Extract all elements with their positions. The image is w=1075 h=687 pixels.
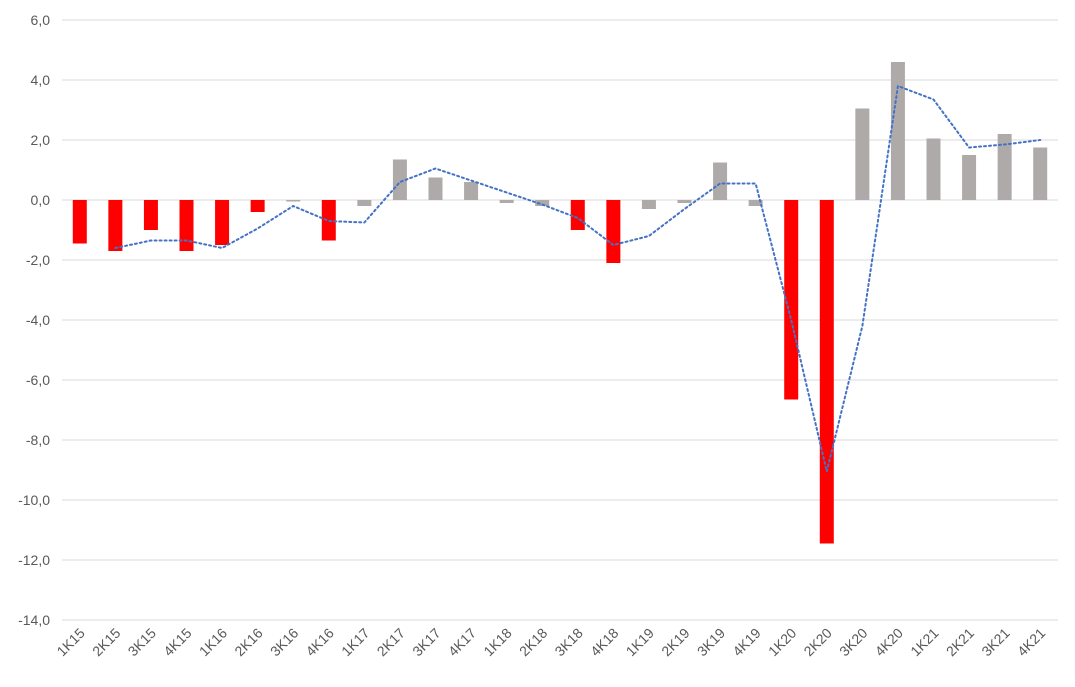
bar: [784, 200, 799, 400]
x-axis-tick-labels: 1K15 2K15 3K15 4K15 1K16 2K16 3K16 4K16 1K17 2K17…: [53, 625, 1048, 660]
bar: [464, 182, 479, 200]
x-tick-label: 1K21: [907, 625, 942, 660]
bar: [748, 200, 763, 206]
x-tick-label: 1K20: [765, 625, 800, 660]
y-tick-label: 2,0: [31, 132, 51, 148]
y-tick-label: -14,0: [18, 612, 50, 628]
y-tick-label: -10,0: [18, 492, 50, 508]
x-tick-label: 2K17: [374, 625, 409, 660]
y-tick-label: -8,0: [26, 432, 50, 448]
x-tick-label: 3K19: [694, 625, 729, 660]
x-tick-label: 4K18: [587, 625, 622, 660]
x-tick-label: 4K16: [302, 625, 337, 660]
x-tick-label: 3K15: [125, 625, 160, 660]
line-series: [114, 85, 1042, 473]
bar: [713, 162, 728, 200]
bar: [997, 134, 1012, 200]
bar: [499, 200, 514, 203]
y-tick-label: -6,0: [26, 372, 50, 388]
bar: [1033, 147, 1048, 200]
x-tick-label: 2K16: [231, 625, 266, 660]
x-tick-label: 4K21: [1014, 625, 1049, 660]
bar: [72, 200, 87, 244]
x-tick-label: 1K15: [53, 625, 88, 660]
bar: [819, 200, 834, 544]
y-tick-label: -12,0: [18, 552, 50, 568]
y-tick-label: -2,0: [26, 252, 50, 268]
y-tick-label: 4,0: [31, 72, 51, 88]
x-tick-label: 3K16: [267, 625, 302, 660]
x-tick-label: 4K15: [160, 625, 195, 660]
x-tick-label: 2K15: [89, 625, 124, 660]
bar: [570, 200, 585, 230]
bar: [179, 200, 194, 251]
bar: [962, 155, 977, 200]
bar: [250, 200, 265, 212]
y-tick-label: -4,0: [26, 312, 50, 328]
bar-series: [72, 62, 1048, 544]
x-tick-label: 4K17: [445, 625, 480, 660]
gridlines: [62, 19, 1058, 621]
bar: [428, 177, 443, 200]
bar: [392, 159, 407, 200]
x-tick-label: 1K16: [196, 625, 231, 660]
x-tick-label: 3K20: [836, 625, 871, 660]
x-tick-label: 1K17: [338, 625, 373, 660]
x-tick-label: 4K19: [729, 625, 764, 660]
bar: [606, 200, 621, 263]
y-axis-tick-labels: 6,0 4,0 2,0 0,0 -2,0 -4,0 -6,0 -8,0 -10,0 -12,0 -1…: [18, 12, 50, 628]
bar: [535, 200, 550, 206]
x-tick-label: 3K18: [551, 625, 586, 660]
x-tick-label: 2K21: [943, 625, 978, 660]
bar: [641, 200, 656, 209]
x-tick-label: 1K19: [623, 625, 658, 660]
bar: [286, 200, 301, 202]
x-tick-label: 2K19: [658, 625, 693, 660]
x-tick-label: 2K18: [516, 625, 551, 660]
bar: [108, 200, 123, 251]
x-tick-label: 3K17: [409, 625, 444, 660]
bar: [215, 200, 230, 245]
bar: [143, 200, 158, 230]
bar: [890, 62, 905, 200]
x-tick-label: 2K20: [800, 625, 835, 660]
x-tick-label: 3K21: [978, 625, 1013, 660]
bar: [677, 200, 692, 203]
bar: [855, 108, 870, 200]
trend-line: [114, 85, 1042, 473]
bar: [357, 200, 372, 206]
bar: [926, 138, 941, 200]
y-tick-label: 6,0: [31, 12, 51, 28]
x-tick-label: 1K18: [480, 625, 515, 660]
x-tick-label: 4K20: [872, 625, 907, 660]
y-tick-label: 0,0: [31, 192, 51, 208]
